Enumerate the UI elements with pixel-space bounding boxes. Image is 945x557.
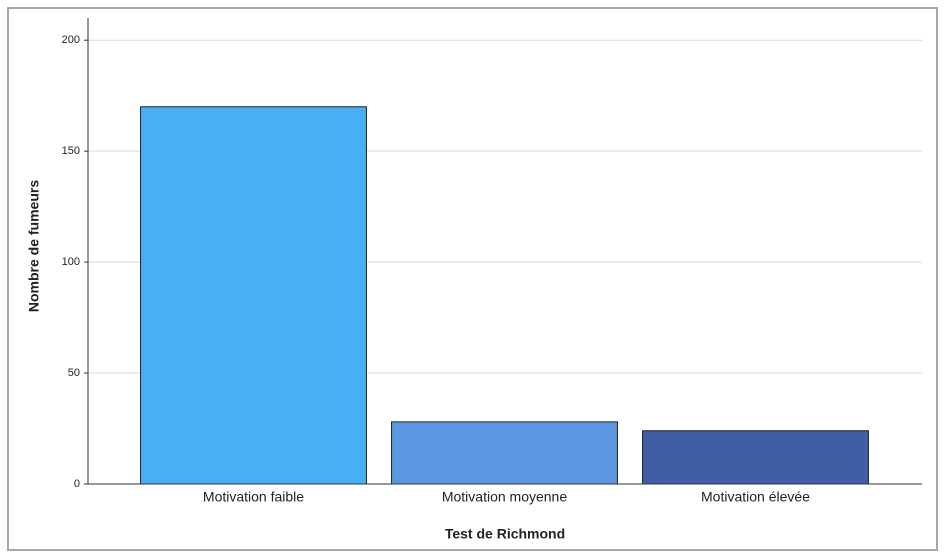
y-tick-label: 200 bbox=[62, 34, 80, 46]
y-axis-title: Nombre de fumeurs bbox=[26, 180, 42, 312]
y-tick-label: 0 bbox=[74, 478, 80, 490]
x-axis-title: Test de Richmond bbox=[445, 526, 565, 542]
x-tick-label: Motivation faible bbox=[203, 489, 304, 505]
bar bbox=[642, 430, 869, 485]
x-tick-label: Motivation élevée bbox=[701, 489, 810, 505]
y-tick-label: 150 bbox=[62, 145, 80, 157]
x-tick-label: Motivation moyenne bbox=[442, 489, 568, 505]
bar bbox=[140, 106, 367, 485]
y-tick-label: 100 bbox=[62, 256, 80, 268]
bar bbox=[391, 421, 618, 485]
y-tick-label: 50 bbox=[68, 367, 80, 379]
